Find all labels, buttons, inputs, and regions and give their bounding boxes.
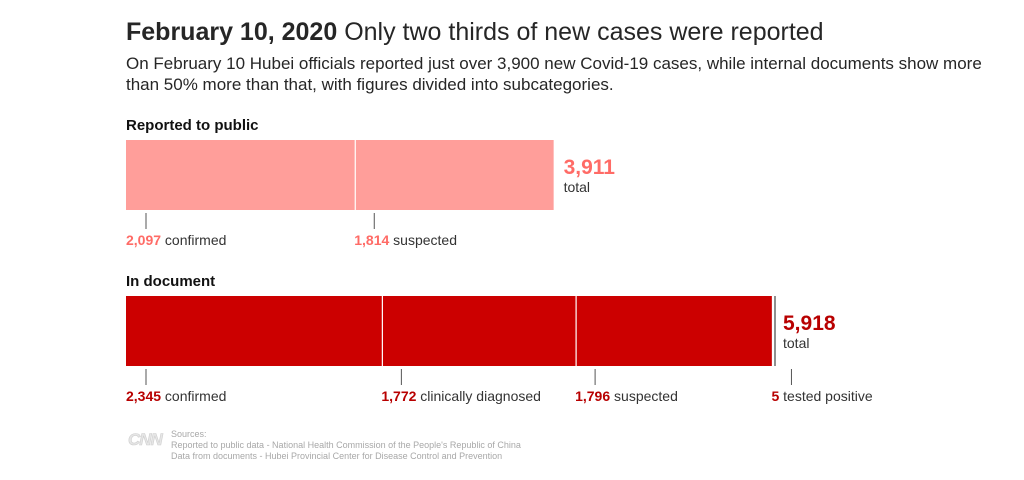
total-text-1: total <box>783 335 809 351</box>
segment-value-1-2: 1,796 <box>575 388 610 404</box>
segment-value-1-0: 2,345 <box>126 388 161 404</box>
bar-segment-1-1 <box>382 296 577 366</box>
total-text-0: total <box>564 179 590 195</box>
segment-value-0-1: 1,814 <box>354 232 389 248</box>
segment-name-1-3: tested positive <box>779 388 873 404</box>
title-headline: Only two thirds of new cases were report… <box>344 18 824 46</box>
sources-heading: Sources: <box>171 429 207 439</box>
section-label-reported: Reported to public <box>126 117 259 134</box>
segment-name-0-0: confirmed <box>161 232 226 248</box>
segment-value-1-3: 5 <box>771 388 779 404</box>
segment-label-1-2: 1,796 suspected <box>575 388 678 404</box>
segment-label-1-1: 1,772 clinically diagnosed <box>381 388 541 404</box>
segment-value-1-1: 1,772 <box>381 388 416 404</box>
sources-block: Sources: Reported to public data - Natio… <box>171 429 521 462</box>
sources-line-1: Reported to public data - National Healt… <box>171 440 521 450</box>
total-value-1: 5,918 <box>783 312 836 335</box>
segment-label-0-0: 2,097 confirmed <box>126 232 226 248</box>
segment-name-1-0: confirmed <box>161 388 226 404</box>
chart-title: February 10, 2020 Only two thirds of new… <box>126 16 824 48</box>
sources-line-2: Data from documents - Hubei Provincial C… <box>171 451 503 461</box>
bar-segment-1-0 <box>126 296 383 366</box>
bar-segment-0-1 <box>355 140 554 210</box>
segment-label-0-1: 1,814 suspected <box>354 232 457 248</box>
title-date: February 10, 2020 <box>126 18 338 46</box>
segment-name-0-1: suspected <box>389 232 457 248</box>
cnn-logo: CNN <box>128 430 163 450</box>
bar-segment-0-0 <box>126 140 356 210</box>
section-label-document: In document <box>126 273 216 290</box>
total-value-0: 3,911 <box>564 156 616 179</box>
segment-label-1-0: 2,345 confirmed <box>126 388 226 404</box>
segment-value-0-0: 2,097 <box>126 232 161 248</box>
segment-name-1-2: suspected <box>610 388 678 404</box>
chart-subtitle: On February 10 Hubei officials reported … <box>126 54 982 94</box>
segment-name-1-1: clinically diagnosed <box>416 388 541 404</box>
bar-segment-1-2 <box>576 296 773 366</box>
segment-label-1-3: 5 tested positive <box>771 388 872 404</box>
